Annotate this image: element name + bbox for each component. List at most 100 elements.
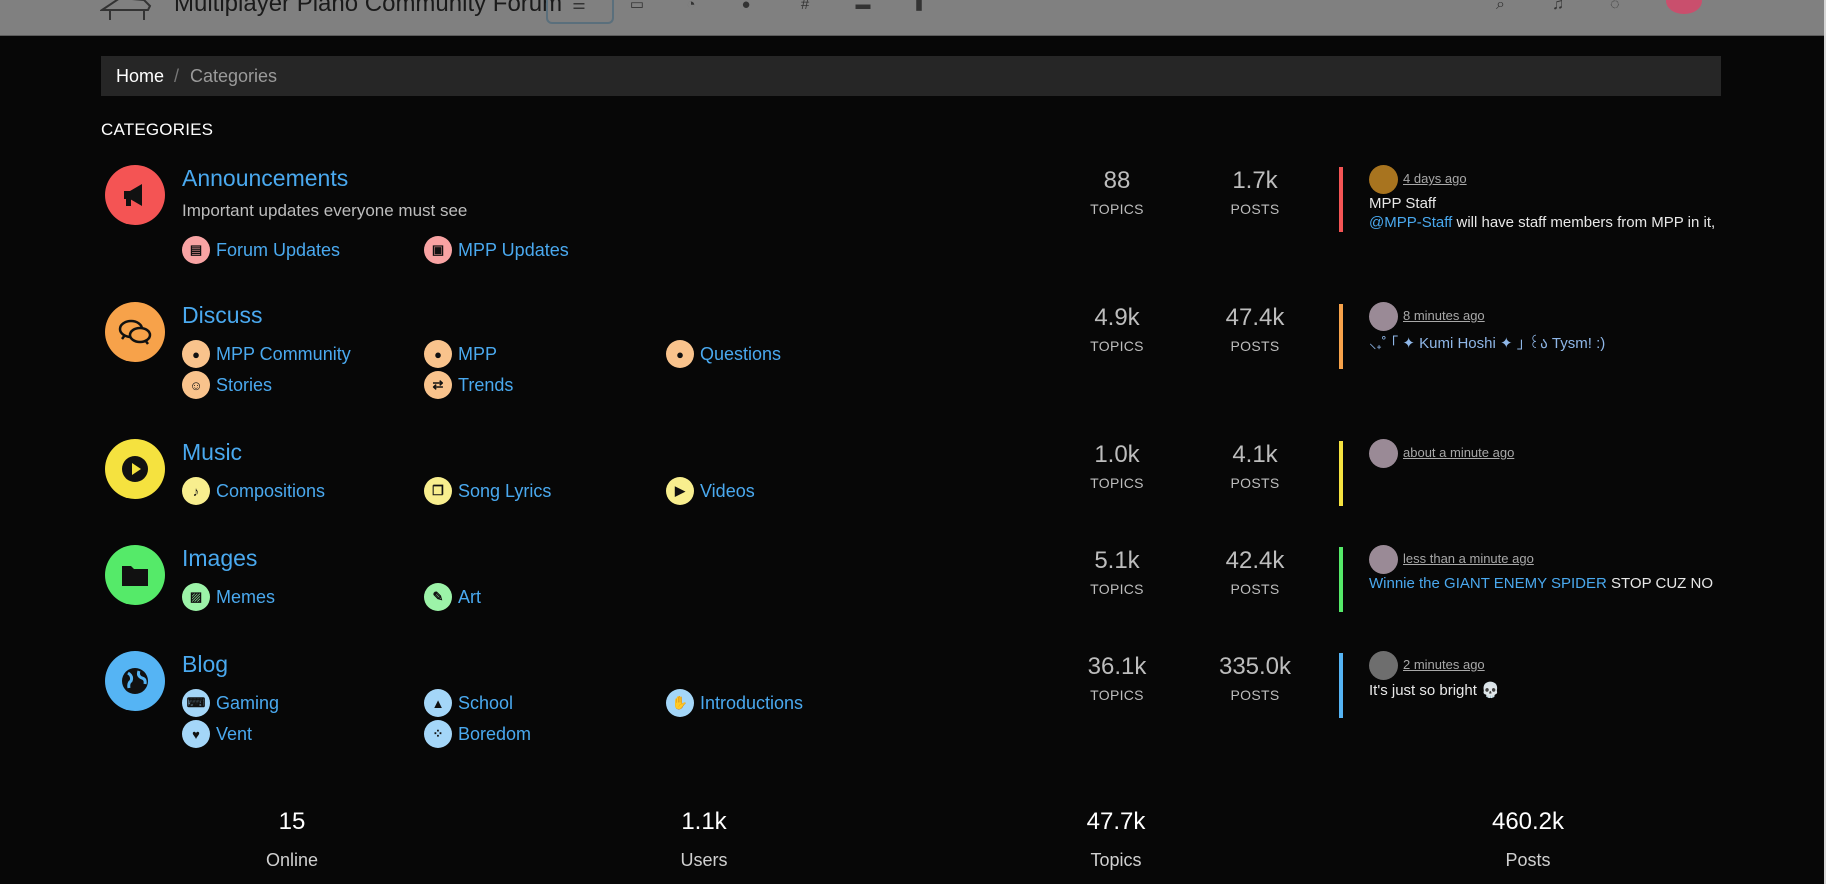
comments-icon[interactable]: [105, 302, 165, 362]
image-icon: ▨: [182, 583, 210, 611]
topics-stat: 4.9k TOPICS: [1090, 304, 1144, 354]
smile-icon: ☺: [182, 371, 210, 399]
stat-online: 15 Online: [265, 808, 319, 870]
subcategory-school[interactable]: ▲ School: [424, 689, 513, 717]
user-avatar[interactable]: [1666, 0, 1702, 14]
play-icon[interactable]: [105, 439, 165, 499]
notifications-icon[interactable]: ♫: [1552, 0, 1564, 13]
teaser-color-bar: [1339, 304, 1343, 369]
nav-categories-active[interactable]: [546, 0, 614, 24]
teaser-avatar[interactable]: [1369, 545, 1398, 574]
subcategory-boredom[interactable]: ⁘ Boredom: [424, 720, 531, 748]
teaser-author: MPP Staff: [1369, 195, 1436, 212]
teaser-color-bar: [1339, 441, 1343, 506]
breadcrumb-current: Categories: [190, 66, 278, 86]
scrollbar[interactable]: [1824, 0, 1826, 884]
category-title[interactable]: Announcements: [182, 165, 349, 191]
tags-icon[interactable]: #: [800, 0, 810, 13]
comments-icon: ●: [666, 340, 694, 368]
globe-icon[interactable]: [105, 651, 165, 711]
category-title[interactable]: Discuss: [182, 302, 263, 328]
heart-icon: ♥: [182, 720, 210, 748]
posts-stat: 42.4k POSTS: [1225, 547, 1285, 597]
teaser-mention[interactable]: Winnie the GIANT ENEMY SPIDER: [1369, 575, 1607, 592]
breadcrumb-home[interactable]: Home: [116, 66, 165, 86]
teaser-avatar[interactable]: [1369, 302, 1398, 331]
subcategory-gaming[interactable]: ⌨ Gaming: [182, 689, 279, 717]
subcategory-art[interactable]: ✎ Art: [424, 583, 481, 611]
category-title[interactable]: Images: [182, 545, 258, 571]
hand-icon: ✋: [666, 689, 694, 717]
posts-stat: 4.1k POSTS: [1230, 441, 1280, 491]
teaser-content: It's just so bright 💀: [1369, 682, 1500, 699]
subcategory-trends[interactable]: ⇄ Trends: [424, 371, 513, 399]
posts-stat: 47.4k POSTS: [1225, 304, 1285, 354]
forum-title[interactable]: Multiplayer Piano Community Forum: [174, 0, 563, 17]
newspaper-icon: ▤: [182, 236, 210, 264]
top-navbar: Multiplayer Piano Community Forum ☰ ▭ ◔ …: [0, 0, 1826, 36]
posts-stat: 1.7k POSTS: [1230, 167, 1280, 217]
teaser-content: Winnie the GIANT ENEMY SPIDER STOP CUZ N…: [1369, 575, 1713, 592]
folder-icon[interactable]: [105, 545, 165, 605]
teaser-mention[interactable]: @MPP-Staff: [1369, 214, 1453, 231]
teaser-timestamp[interactable]: about a minute ago: [1403, 445, 1515, 460]
section-title: CATEGORIES: [101, 120, 214, 139]
subcategory-introductions[interactable]: ✋ Introductions: [666, 689, 803, 717]
categories-icon[interactable]: ☰: [572, 0, 586, 13]
subcategory-mpp-community[interactable]: ● MPP Community: [182, 340, 351, 368]
recent-icon[interactable]: ▭: [629, 0, 645, 13]
teaser-timestamp[interactable]: 8 minutes ago: [1403, 308, 1485, 323]
teaser-content: @MPP-Staff will have staff members from …: [1369, 214, 1716, 231]
subcategory-questions[interactable]: ● Questions: [666, 340, 781, 368]
arrows-icon: ⇄: [424, 371, 452, 399]
subcategory-vent[interactable]: ♥ Vent: [182, 720, 252, 748]
teaser-timestamp[interactable]: 2 minutes ago: [1403, 657, 1485, 672]
comments-icon: ●: [182, 340, 210, 368]
stat-posts: 460.2k Posts: [1491, 808, 1565, 870]
teaser-avatar[interactable]: [1369, 439, 1398, 468]
teaser-content: ⸜₊˚ ｢ ✦ Kumi Hoshi ✦ ｣ ꒰ა Tysm! :): [1369, 335, 1606, 352]
megaphone-icon[interactable]: [105, 165, 165, 225]
posts-stat: 335.0k POSTS: [1218, 653, 1292, 703]
copy-icon: ❐: [424, 477, 452, 505]
keyboard-icon: ⌨: [182, 689, 210, 717]
popular-icon[interactable]: ●: [741, 0, 751, 13]
teaser-avatar[interactable]: [1369, 165, 1398, 194]
teaser-timestamp[interactable]: 4 days ago: [1403, 171, 1467, 186]
subcategory-memes[interactable]: ▨ Memes: [182, 583, 275, 611]
teaser-timestamp[interactable]: less than a minute ago: [1403, 551, 1534, 566]
groups-icon[interactable]: ▮: [914, 0, 924, 13]
newspaper-icon: ▣: [424, 236, 452, 264]
search-icon[interactable]: ⌕: [1496, 0, 1505, 13]
subcategory-compositions[interactable]: ♪ Compositions: [182, 477, 325, 505]
topics-stat: 36.1k TOPICS: [1087, 653, 1147, 703]
teaser-color-bar: [1339, 653, 1343, 718]
spinner-icon: ⁘: [424, 720, 452, 748]
category-title[interactable]: Blog: [182, 651, 229, 677]
subcategory-song-lyrics[interactable]: ❐ Song Lyrics: [424, 477, 551, 505]
teaser-color-bar: [1339, 167, 1343, 232]
breadcrumb: Home / Categories: [101, 56, 1721, 96]
category-description: Important updates everyone must see: [182, 201, 468, 220]
subcategory-mpp-updates[interactable]: ▣ MPP Updates: [424, 236, 569, 264]
breadcrumb-separator: /: [174, 66, 180, 86]
youtube-icon: ▶: [666, 477, 694, 505]
subcategory-mpp[interactable]: ● MPP: [424, 340, 497, 368]
category-title[interactable]: Music: [182, 439, 243, 465]
stat-users: 1.1k Users: [680, 808, 728, 870]
graduation-cap-icon: ▲: [424, 689, 452, 717]
teaser-color-bar: [1339, 547, 1343, 612]
comments-icon: ●: [424, 340, 452, 368]
subcategory-stories[interactable]: ☺ Stories: [182, 371, 272, 399]
users-icon[interactable]: ▬: [855, 0, 871, 13]
topics-stat: 5.1k TOPICS: [1090, 547, 1144, 597]
subcategory-forum-updates[interactable]: ▤ Forum Updates: [182, 236, 340, 264]
teaser-avatar[interactable]: [1369, 651, 1398, 680]
chat-icon[interactable]: ◌: [1610, 0, 1620, 13]
topics-stat: 88 TOPICS: [1090, 167, 1144, 217]
stat-topics: 47.7k Topics: [1086, 808, 1146, 870]
clock-icon[interactable]: ◔: [686, 0, 696, 13]
file-audio-icon: ♪: [182, 477, 210, 505]
piano-logo-icon[interactable]: [100, 0, 152, 20]
subcategory-videos[interactable]: ▶ Videos: [666, 477, 755, 505]
